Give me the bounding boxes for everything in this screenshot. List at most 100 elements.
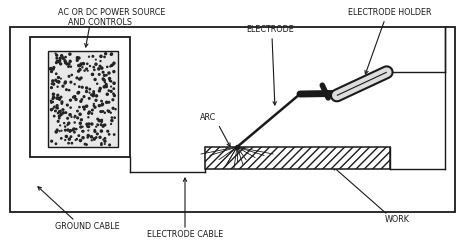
Point	[62, 129, 69, 133]
Point	[99, 110, 107, 114]
Point	[54, 120, 62, 124]
Point	[77, 64, 85, 68]
Point	[77, 139, 84, 143]
Point	[97, 119, 105, 123]
Point	[54, 94, 61, 98]
Point	[50, 96, 57, 100]
Point	[56, 110, 63, 114]
Point	[72, 138, 79, 142]
Point	[88, 93, 95, 98]
Point	[56, 59, 63, 64]
Point	[90, 66, 97, 70]
Point	[58, 54, 66, 58]
Point	[89, 55, 96, 59]
Point	[49, 101, 57, 105]
Point	[107, 122, 115, 127]
Point	[101, 142, 109, 146]
Point	[67, 81, 74, 85]
Point	[78, 77, 85, 81]
Point	[61, 59, 69, 64]
Text: AND CONTROLS: AND CONTROLS	[68, 18, 132, 27]
Point	[48, 101, 55, 105]
Point	[110, 94, 118, 98]
Point	[75, 85, 83, 89]
Point	[64, 117, 71, 121]
Point	[83, 143, 90, 147]
Point	[71, 96, 78, 100]
Point	[94, 132, 101, 136]
Bar	[205, 147, 390, 169]
Point	[56, 97, 63, 101]
Point	[83, 123, 91, 127]
Point	[88, 135, 95, 139]
Point	[48, 70, 55, 74]
Point	[99, 103, 106, 107]
Point	[65, 65, 73, 69]
Point	[106, 79, 114, 83]
Point	[111, 116, 118, 120]
Point	[57, 110, 64, 114]
Point	[55, 60, 62, 65]
Point	[83, 86, 90, 90]
Point	[57, 96, 65, 100]
Point	[67, 135, 75, 139]
Point	[98, 143, 105, 147]
Point	[57, 63, 65, 67]
Point	[97, 60, 104, 64]
Point	[99, 77, 107, 81]
Point	[52, 130, 60, 134]
Point	[57, 77, 65, 81]
Point	[54, 112, 62, 116]
Text: AC OR DC POWER SOURCE: AC OR DC POWER SOURCE	[58, 8, 166, 17]
Point	[76, 78, 83, 82]
Point	[103, 66, 111, 70]
Point	[102, 85, 110, 89]
Point	[59, 112, 66, 116]
Point	[53, 104, 61, 108]
Point	[75, 91, 82, 95]
Point	[83, 105, 90, 109]
Point	[56, 124, 64, 128]
Point	[101, 79, 109, 83]
Point	[50, 66, 58, 70]
Point	[64, 123, 71, 128]
Point	[110, 92, 117, 96]
Point	[108, 53, 115, 57]
Point	[73, 128, 80, 132]
Point	[107, 85, 115, 89]
Point	[108, 119, 116, 123]
Point	[61, 125, 69, 129]
Point	[62, 56, 69, 60]
Point	[78, 130, 86, 134]
Point	[90, 103, 98, 107]
Point	[86, 97, 93, 101]
Point	[84, 125, 91, 129]
Point	[83, 90, 90, 94]
Point	[108, 53, 115, 57]
Point	[55, 81, 62, 85]
Point	[79, 66, 86, 70]
Point	[51, 115, 58, 119]
Point	[86, 91, 93, 95]
Point	[98, 110, 106, 114]
Point	[47, 67, 55, 71]
Point	[101, 140, 109, 144]
Point	[51, 106, 58, 110]
Point	[85, 112, 92, 116]
Point	[76, 106, 83, 110]
Point	[91, 78, 99, 82]
Point	[106, 143, 113, 147]
Point	[50, 83, 58, 87]
Point	[59, 108, 66, 112]
Point	[53, 107, 60, 111]
Point	[98, 67, 106, 71]
Point	[61, 82, 69, 86]
Point	[75, 134, 82, 138]
Point	[75, 64, 83, 68]
Point	[74, 91, 82, 96]
Point	[101, 81, 109, 85]
Point	[110, 87, 117, 91]
Point	[72, 98, 80, 102]
Text: WORK: WORK	[385, 214, 410, 223]
Point	[105, 101, 113, 105]
